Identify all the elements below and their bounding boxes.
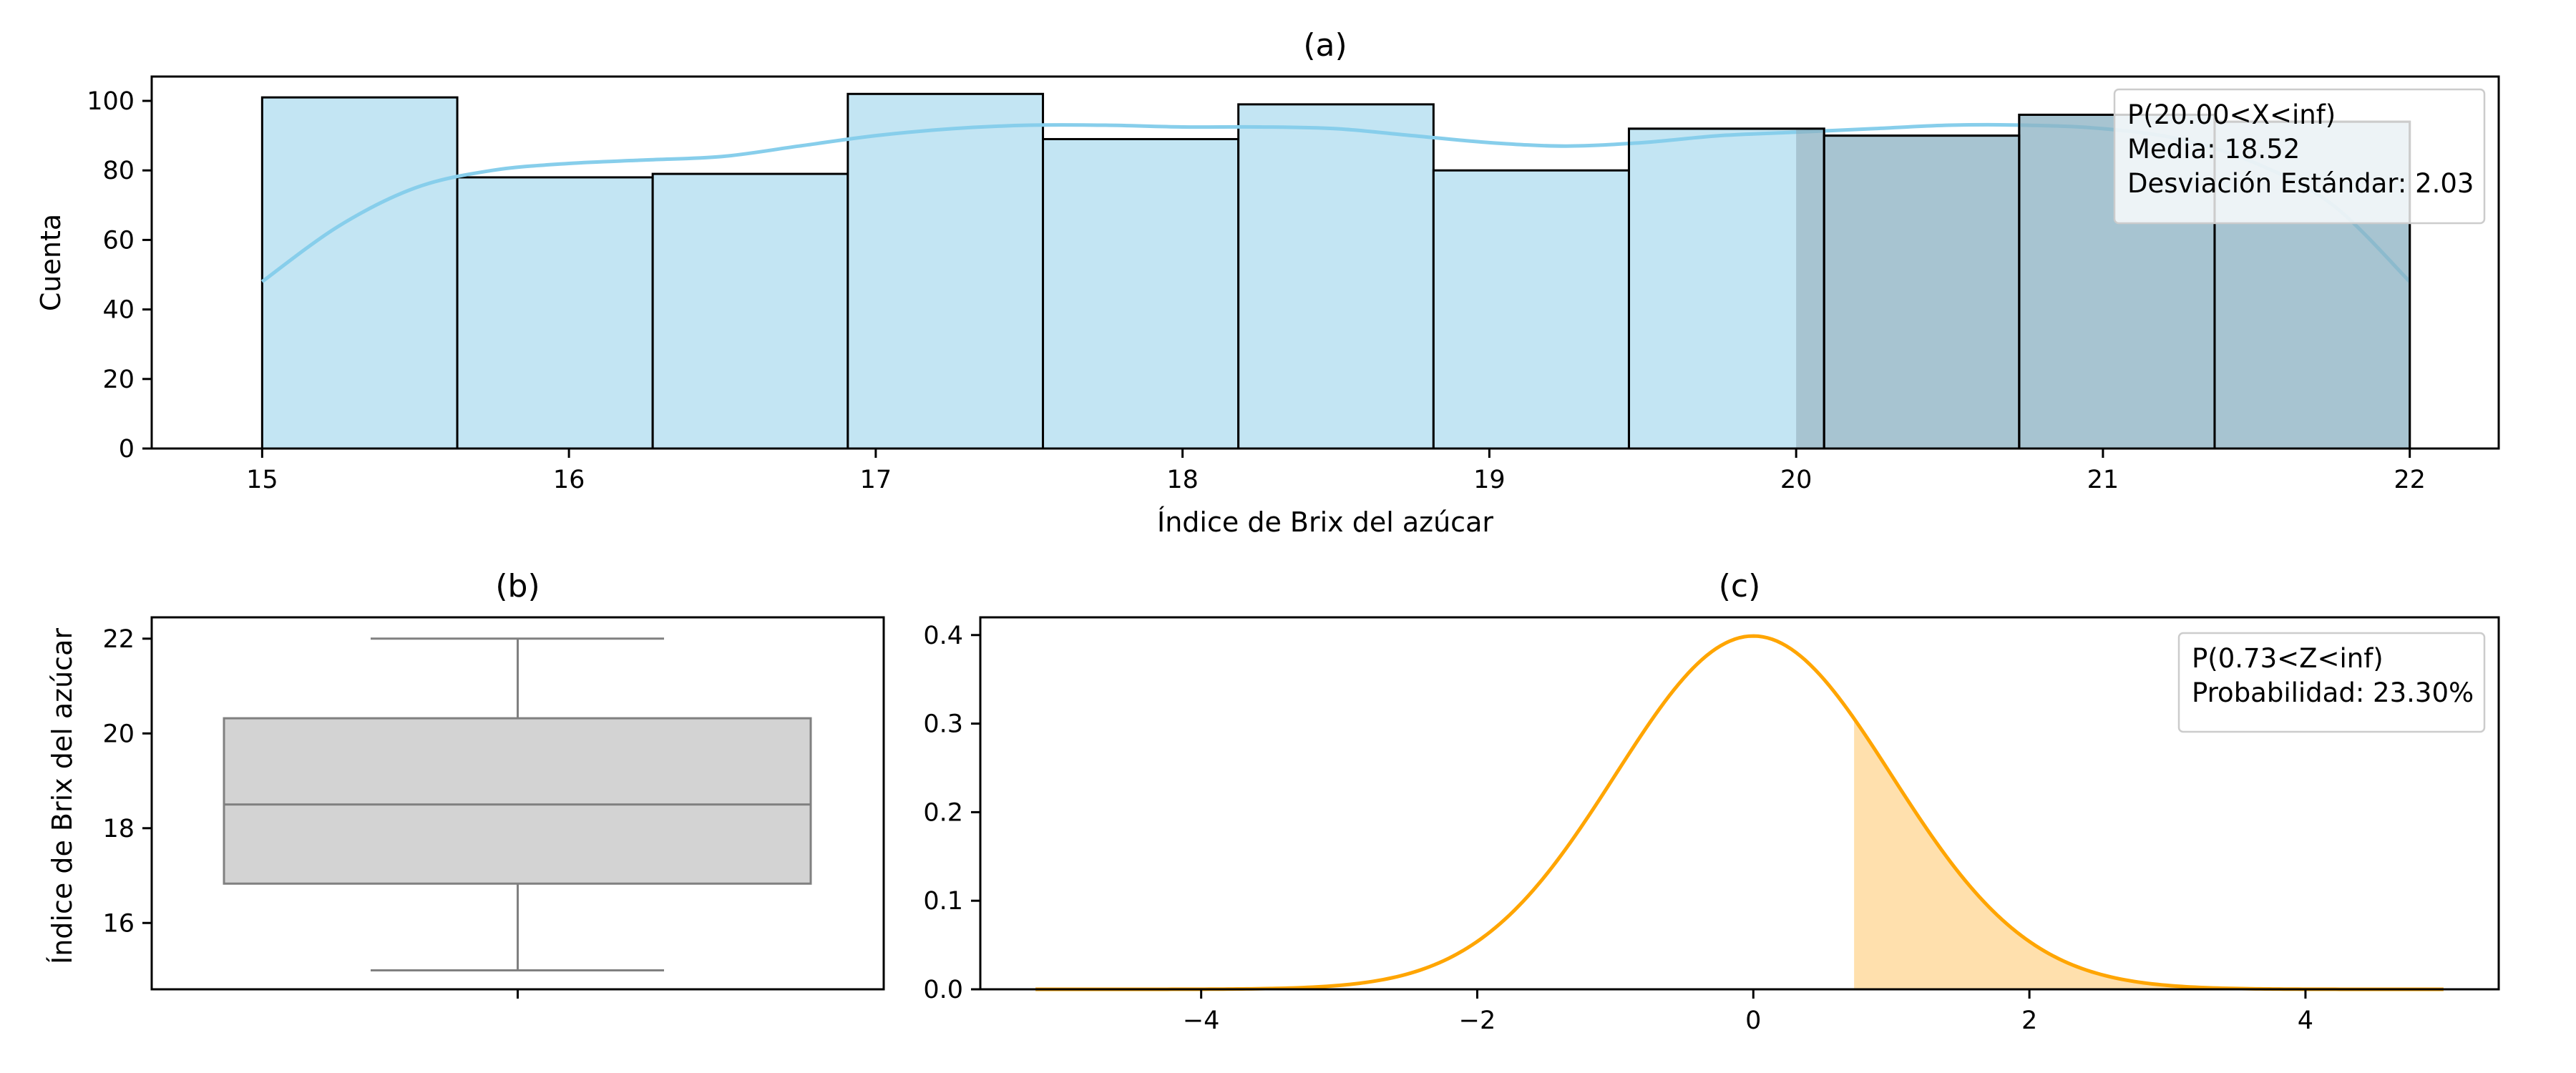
y-tick-label: 22: [102, 625, 135, 654]
boxplot-panel-b: 16 18 20 22 (b) Índice de Brix del azúcar: [47, 568, 885, 999]
probability-area: [1854, 718, 2444, 989]
histogram-bar: [1627, 127, 1825, 450]
histogram-bar: [1432, 169, 1630, 450]
legend-text: P(0.73<Z<inf): [2192, 643, 2384, 674]
legend-text: Media: 18.52: [2127, 134, 2300, 165]
x-axis-label: Índice de Brix del azúcar: [1157, 506, 1493, 538]
density-panel-c: −4 −2 0 2 4 0.0 0.1 0.2 0.3 0.4 (c) P(0.73<Z<inf)Pr…: [923, 568, 2500, 1035]
y-tick-label: 60: [102, 226, 135, 255]
y-axis-label: Índice de Brix del azúcar: [47, 628, 78, 964]
x-tick-label: 15: [246, 466, 278, 494]
legend-text: Probabilidad: 23.30%: [2192, 677, 2474, 708]
y-axis-label: Cuenta: [35, 214, 67, 311]
histogram-bar: [1042, 137, 1240, 450]
x-tick-label: 4: [2298, 1006, 2313, 1035]
probability-shade: [1824, 135, 2019, 449]
y-tick-label: 18: [102, 815, 135, 843]
chart-title: (a): [1303, 27, 1347, 64]
y-tick-label: 40: [102, 296, 135, 325]
y-tick-label: 20: [102, 366, 135, 394]
y-tick-label: 0.0: [923, 976, 963, 1004]
x-tick-label: 16: [553, 466, 585, 494]
histogram-bar: [847, 92, 1045, 450]
x-tick-label: 0: [1745, 1006, 1761, 1035]
histogram-bar: [456, 176, 654, 450]
y-tick-label: 80: [102, 157, 135, 185]
x-tick-label: 18: [1166, 466, 1199, 494]
histogram-panel-a: 15 16 17 18 19 20 21 22 0 20 40 60 80 100 (a) Índice de…: [35, 27, 2500, 538]
axes-frame: [150, 75, 2500, 450]
y-tick-label: 0.4: [923, 622, 963, 650]
histogram-bar: [1237, 103, 1435, 450]
y-tick-label: 16: [102, 909, 135, 938]
x-tick-label: −2: [1459, 1006, 1496, 1035]
x-tick-label: 22: [2394, 466, 2426, 494]
x-tick-label: 2: [2021, 1006, 2037, 1035]
y-tick-label: 0.2: [923, 798, 963, 827]
x-tick-label: 21: [2087, 466, 2119, 494]
x-tick-label: 19: [1473, 466, 1506, 494]
chart-title: (c): [1719, 568, 1761, 604]
probability-shade: [1796, 128, 1825, 449]
x-tick-label: −4: [1183, 1006, 1220, 1035]
legend-box: [2177, 632, 2486, 733]
box-iqr: [223, 717, 812, 885]
y-tick-label: 0.1: [923, 887, 963, 916]
axes-frame: [979, 616, 2500, 991]
legend-box: [2113, 88, 2486, 225]
y-tick-label: 0.3: [923, 710, 963, 739]
y-tick-label: 20: [102, 720, 135, 748]
histogram-bar: [651, 172, 849, 450]
x-tick-label: 17: [860, 466, 892, 494]
y-tick-label: 100: [87, 87, 135, 116]
legend-text: Desviación Estándar: 2.03: [2127, 168, 2474, 199]
x-tick-label: 20: [1780, 466, 1813, 494]
histogram-bar: [260, 96, 459, 450]
y-tick-label: 0: [119, 435, 135, 464]
legend-text: P(20.00<X<inf): [2127, 99, 2336, 130]
chart-title: (b): [495, 568, 540, 604]
